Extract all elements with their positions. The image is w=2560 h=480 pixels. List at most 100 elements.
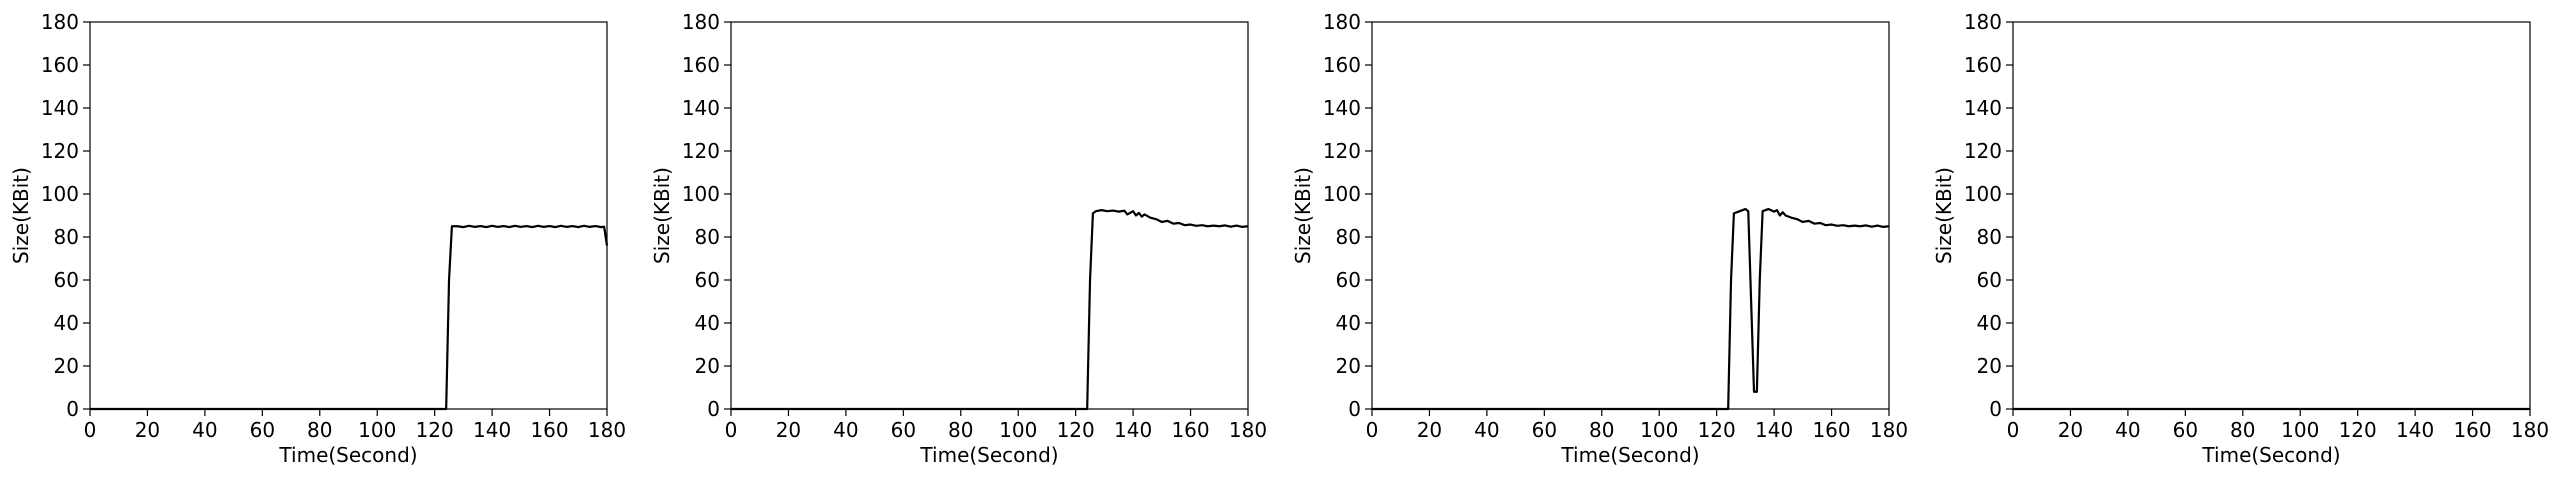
x-tick-label: 0 [84, 418, 97, 442]
x-tick-label: 60 [1532, 418, 1557, 442]
chart-panel-2: 0 20 40 60 80 100 120 140 160 180 0 20 40 60 80 100 120 1… [650, 10, 1267, 467]
y-tick-label: 180 [41, 10, 79, 34]
plot-frame [1371, 21, 1890, 410]
x-tick-label: 60 [250, 418, 275, 442]
y-tick-label: 0 [66, 397, 79, 421]
y-tick-label: 20 [695, 354, 720, 378]
chart-panel-3: 0 20 40 60 80 100 120 140 160 180 0 20 40 60 80 100 120 1… [1291, 10, 1908, 467]
x-tick-label: 0 [725, 418, 738, 442]
x-tick-label: 40 [833, 418, 858, 442]
y-tick-label: 140 [1323, 96, 1361, 120]
series-line [90, 224, 609, 411]
y-axis-label: Size(KBit) [1932, 167, 1956, 264]
x-tick-label: 0 [2007, 418, 2020, 442]
x-tick-label: 120 [416, 418, 454, 442]
x-tick-label: 120 [1057, 418, 1095, 442]
x-tick-label: 60 [2173, 418, 2198, 442]
x-tick-label: 40 [192, 418, 217, 442]
x-tick-label: 140 [473, 418, 511, 442]
y-axis-label: Size(KBit) [1291, 167, 1315, 264]
x-tick-label: 100 [358, 418, 396, 442]
y-tick-label: 160 [682, 53, 720, 77]
y-tick-label: 180 [1323, 10, 1361, 34]
x-tick-label: 180 [2511, 418, 2549, 442]
x-tick-label: 140 [1114, 418, 1152, 442]
x-axis-label: Time(Second) [2201, 443, 2340, 467]
x-tick-label: 40 [2115, 418, 2140, 442]
x-tick-label: 160 [1171, 418, 1209, 442]
x-tick-label: 120 [1698, 418, 1736, 442]
y-tick-label: 20 [1977, 354, 2002, 378]
y-tick-label: 100 [1964, 182, 2002, 206]
x-tick-label: 0 [1366, 418, 1379, 442]
y-tick-label: 180 [682, 10, 720, 34]
y-tick-label: 60 [1977, 268, 2002, 292]
y-axis-label: Size(KBit) [9, 167, 33, 264]
y-tick-label: 40 [54, 311, 79, 335]
y-tick-label: 60 [695, 268, 720, 292]
plot-frame [89, 21, 608, 410]
x-tick-label: 140 [2396, 418, 2434, 442]
y-tick-label: 120 [1964, 139, 2002, 163]
y-tick-label: 0 [1989, 397, 2002, 421]
y-tick-label: 0 [707, 397, 720, 421]
y-tick-label: 80 [54, 225, 79, 249]
x-tick-label: 40 [1474, 418, 1499, 442]
x-tick-label: 180 [1870, 418, 1908, 442]
x-tick-label: 160 [530, 418, 568, 442]
y-tick-label: 100 [41, 182, 79, 206]
x-tick-label: 160 [2453, 418, 2491, 442]
y-tick-label: 80 [1336, 225, 1361, 249]
plot-frame [730, 21, 1249, 410]
series-line [1372, 207, 1890, 411]
x-tick-label: 180 [588, 418, 626, 442]
chart-panel-1: 0 20 40 60 80 100 120 140 160 180 0 20 40 60 80 100 120 1… [9, 10, 626, 467]
x-tick-label: 20 [2058, 418, 2083, 442]
x-tick-label: 80 [2230, 418, 2255, 442]
x-tick-label: 20 [135, 418, 160, 442]
x-tick-label: 140 [1755, 418, 1793, 442]
y-tick-label: 140 [682, 96, 720, 120]
x-tick-label: 160 [1812, 418, 1850, 442]
x-axis-label: Time(Second) [278, 443, 417, 467]
y-tick-label: 0 [1348, 397, 1361, 421]
x-tick-label: 80 [307, 418, 332, 442]
y-tick-label: 140 [41, 96, 79, 120]
y-tick-label: 80 [695, 225, 720, 249]
series-line [731, 209, 1249, 411]
chart-panel-4: 0 20 40 60 80 100 120 140 160 180 0 20 40 60 80 100 120 1… [1932, 10, 2549, 467]
x-tick-label: 100 [2281, 418, 2319, 442]
x-tick-label: 60 [891, 418, 916, 442]
y-tick-label: 60 [1336, 268, 1361, 292]
y-tick-label: 160 [41, 53, 79, 77]
plot-frame [2012, 21, 2531, 410]
x-tick-label: 80 [948, 418, 973, 442]
x-tick-label: 20 [1417, 418, 1442, 442]
y-tick-label: 160 [1323, 53, 1361, 77]
y-tick-label: 20 [1336, 354, 1361, 378]
y-tick-label: 140 [1964, 96, 2002, 120]
y-axis-label: Size(KBit) [650, 167, 674, 264]
y-tick-label: 40 [1977, 311, 2002, 335]
y-tick-label: 60 [54, 268, 79, 292]
y-tick-label: 20 [54, 354, 79, 378]
y-tick-label: 80 [1977, 225, 2002, 249]
y-tick-label: 160 [1964, 53, 2002, 77]
y-tick-label: 100 [1323, 182, 1361, 206]
y-tick-label: 120 [1323, 139, 1361, 163]
x-axis-label: Time(Second) [919, 443, 1058, 467]
x-tick-label: 80 [1589, 418, 1614, 442]
y-tick-label: 100 [682, 182, 720, 206]
x-tick-label: 20 [776, 418, 801, 442]
x-tick-label: 120 [2339, 418, 2377, 442]
x-tick-label: 180 [1229, 418, 1267, 442]
y-tick-label: 40 [695, 311, 720, 335]
y-tick-label: 120 [41, 139, 79, 163]
y-tick-label: 40 [1336, 311, 1361, 335]
x-tick-label: 100 [999, 418, 1037, 442]
y-tick-label: 180 [1964, 10, 2002, 34]
x-axis-label: Time(Second) [1560, 443, 1699, 467]
x-tick-label: 100 [1640, 418, 1678, 442]
y-tick-label: 120 [682, 139, 720, 163]
